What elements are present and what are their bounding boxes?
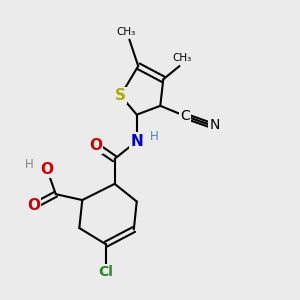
Text: O: O (27, 198, 40, 213)
Text: CH₃: CH₃ (173, 53, 192, 63)
Text: O: O (40, 162, 53, 177)
Text: C: C (181, 109, 190, 123)
Text: H: H (25, 158, 34, 171)
Text: Cl: Cl (98, 265, 113, 279)
Text: O: O (89, 138, 102, 153)
Text: N: N (130, 134, 143, 149)
Text: CH₃: CH₃ (117, 27, 136, 37)
Text: S: S (115, 88, 126, 103)
Text: H: H (150, 130, 159, 143)
Text: N: N (210, 118, 220, 132)
